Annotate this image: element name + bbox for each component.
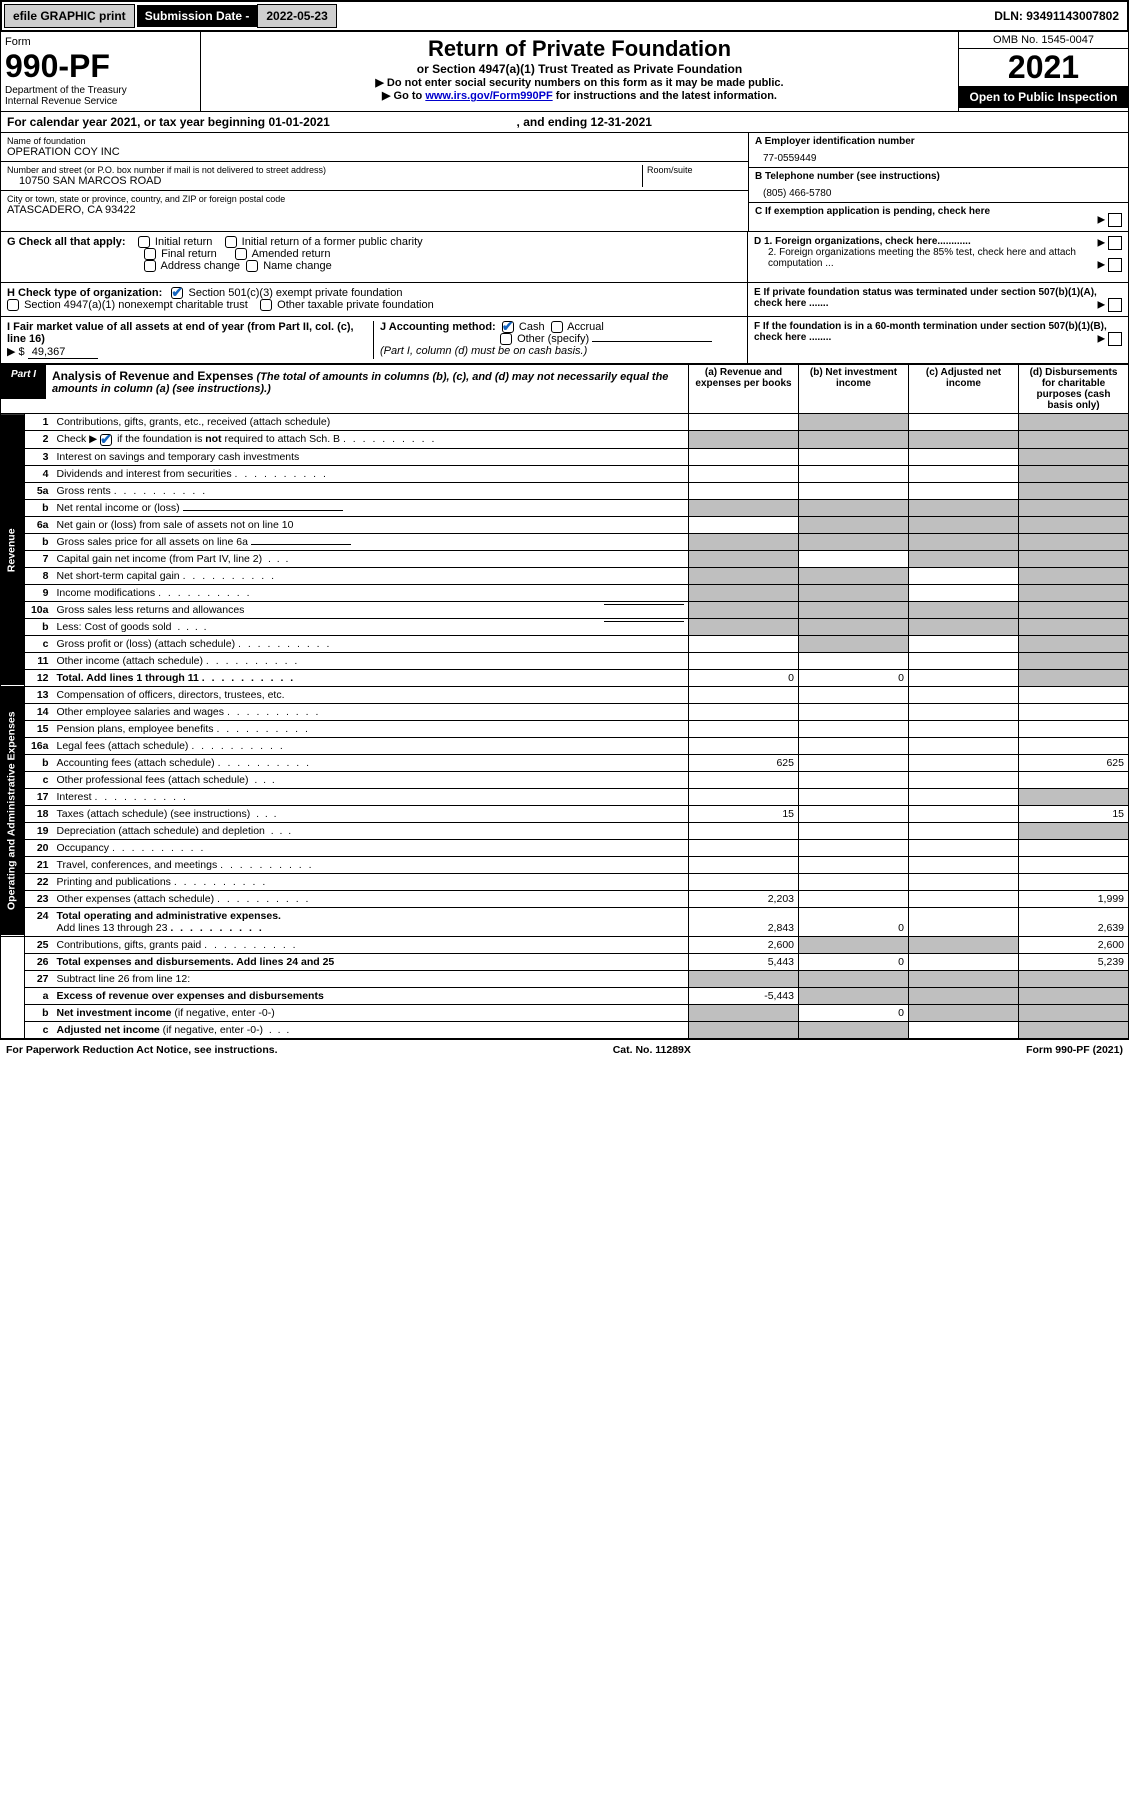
- address-value: 10750 SAN MARCOS ROAD: [7, 175, 642, 187]
- goto-post: for instructions and the latest informat…: [553, 90, 777, 102]
- cash-checkbox[interactable]: [502, 321, 514, 333]
- calendar-year-row: For calendar year 2021, or tax year begi…: [0, 112, 1129, 133]
- j-note: (Part I, column (d) must be on cash basi…: [380, 345, 587, 357]
- form-subtitle: or Section 4947(a)(1) Trust Treated as P…: [205, 62, 954, 76]
- g-label: G Check all that apply:: [7, 236, 126, 248]
- catalog-number: Cat. No. 11289X: [613, 1044, 691, 1056]
- paperwork-notice: For Paperwork Reduction Act Notice, see …: [6, 1044, 278, 1056]
- ein-label: A Employer identification number: [755, 136, 915, 147]
- ein-value: 77-0559449: [755, 147, 1122, 164]
- foundation-name: OPERATION COY INC: [7, 146, 742, 158]
- revenue-label: Revenue: [1, 414, 25, 686]
- address-change-checkbox[interactable]: [144, 260, 156, 272]
- accrual-checkbox[interactable]: [551, 321, 563, 333]
- expenses-label: Operating and Administrative Expenses: [1, 686, 25, 936]
- e-checkbox[interactable]: [1108, 298, 1122, 312]
- top-bar: efile GRAPHIC print Submission Date - 20…: [0, 0, 1129, 32]
- 501c3-checkbox[interactable]: [171, 287, 183, 299]
- col-a-header: (a) Revenue and expenses per books: [689, 365, 799, 414]
- form-label: Form: [5, 36, 196, 48]
- room-label: Room/suite: [647, 165, 742, 175]
- amended-return-checkbox[interactable]: [235, 248, 247, 260]
- phone-label: B Telephone number (see instructions): [755, 171, 940, 182]
- f-checkbox[interactable]: [1108, 332, 1122, 346]
- form-header: Form 990-PF Department of the Treasury I…: [0, 32, 1129, 112]
- d1-checkbox[interactable]: [1108, 236, 1122, 250]
- col-c-header: (c) Adjusted net income: [909, 365, 1019, 414]
- schb-checkbox[interactable]: [100, 434, 112, 446]
- f-label: F If the foundation is in a 60-month ter…: [754, 321, 1107, 343]
- j-label: J Accounting method:: [380, 321, 496, 333]
- submission-date-value: 2022-05-23: [257, 4, 336, 28]
- exemption-pending-label: C If exemption application is pending, c…: [755, 206, 990, 217]
- city-label: City or town, state or province, country…: [7, 194, 742, 204]
- 4947a1-checkbox[interactable]: [7, 299, 19, 311]
- d2-label: 2. Foreign organizations meeting the 85%…: [768, 247, 1076, 269]
- tax-year: 2021: [959, 49, 1128, 86]
- phone-value: (805) 466-5780: [755, 182, 1122, 199]
- form-title: Return of Private Foundation: [205, 36, 954, 62]
- part1-table: Part I Analysis of Revenue and Expenses …: [0, 364, 1129, 1038]
- efile-print-button[interactable]: efile GRAPHIC print: [4, 4, 135, 28]
- open-public-badge: Open to Public Inspection: [959, 86, 1128, 108]
- address-label: Number and street (or P.O. box number if…: [7, 165, 642, 175]
- goto-pre: ▶ Go to: [382, 90, 425, 102]
- form-footer-label: Form 990-PF (2021): [1026, 1044, 1123, 1056]
- final-return-checkbox[interactable]: [144, 248, 156, 260]
- irs-label: Internal Revenue Service: [5, 96, 196, 107]
- other-method-checkbox[interactable]: [500, 333, 512, 345]
- exemption-pending-checkbox[interactable]: [1108, 213, 1122, 227]
- foundation-name-label: Name of foundation: [7, 136, 742, 146]
- part1-tab: Part I: [1, 365, 46, 399]
- d1-label: D 1. Foreign organizations, check here..…: [754, 236, 971, 247]
- form-instructions-link[interactable]: www.irs.gov/Form990PF: [425, 90, 552, 102]
- col-d-header: (d) Disbursements for charitable purpose…: [1019, 365, 1129, 414]
- initial-former-checkbox[interactable]: [225, 236, 237, 248]
- other-taxable-checkbox[interactable]: [260, 299, 272, 311]
- ssn-warning: ▶ Do not enter social security numbers o…: [205, 76, 954, 89]
- col-b-header: (b) Net investment income: [799, 365, 909, 414]
- initial-return-checkbox[interactable]: [138, 236, 150, 248]
- i-label: I Fair market value of all assets at end…: [7, 321, 354, 345]
- d2-checkbox[interactable]: [1108, 258, 1122, 272]
- form-number: 990-PF: [5, 48, 196, 85]
- omb-number: OMB No. 1545-0047: [959, 32, 1128, 49]
- dln-value: DLN: 93491143007802: [986, 5, 1127, 27]
- city-value: ATASCADERO, CA 93422: [7, 204, 742, 216]
- name-change-checkbox[interactable]: [246, 260, 258, 272]
- dept-label: Department of the Treasury: [5, 85, 196, 96]
- fmv-value: 49,367: [28, 346, 98, 359]
- submission-date-label: Submission Date -: [137, 5, 258, 27]
- h-label: H Check type of organization:: [7, 287, 162, 299]
- page-footer: For Paperwork Reduction Act Notice, see …: [0, 1039, 1129, 1060]
- e-label: E If private foundation status was termi…: [754, 287, 1097, 309]
